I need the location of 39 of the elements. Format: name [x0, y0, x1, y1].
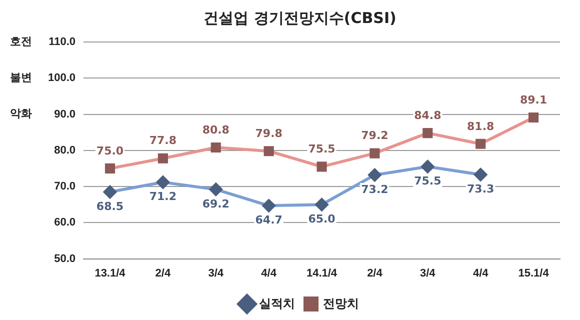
- legend-label: 전망치: [323, 296, 359, 310]
- data-label: 79.2: [361, 129, 388, 142]
- chart-title: 건설업 경기전망지수(CBSI): [204, 8, 396, 27]
- legend-label: 실적치: [259, 296, 295, 310]
- data-label: 80.8: [202, 123, 230, 136]
- y-tick-label: 70.0: [54, 180, 76, 193]
- x-tick-label: 4/4: [261, 267, 278, 280]
- data-label: 89.1: [520, 93, 548, 106]
- data-label: 69.2: [202, 197, 230, 210]
- data-label: 77.8: [149, 134, 177, 148]
- data-label: 64.7: [255, 214, 282, 227]
- y-tick-label: 80.0: [54, 144, 76, 156]
- x-tick-label: 2/4: [367, 267, 384, 280]
- data-label: 81.8: [467, 120, 494, 133]
- data-label: 73.2: [361, 182, 388, 196]
- data-label: 75.0: [96, 144, 124, 158]
- x-tick-label: 15.1/4: [518, 267, 550, 280]
- text: 불변: [10, 70, 32, 84]
- x-tick-label: 4/4: [472, 267, 490, 280]
- y-tick-label: 90.0: [54, 108, 76, 120]
- data-label: 65.0: [308, 212, 336, 226]
- y-tick-label: 100.0: [48, 72, 76, 84]
- text: 악화: [10, 107, 32, 120]
- y-tick-label: 60.0: [54, 216, 76, 229]
- y-tick-label: 50.0: [54, 252, 76, 265]
- x-tick-label: 2/4: [155, 267, 172, 280]
- data-label: 84.8: [414, 108, 442, 122]
- x-tick-label: 3/4: [208, 267, 224, 280]
- data-label: 71.2: [149, 190, 177, 204]
- data-label: 79.8: [255, 126, 282, 140]
- x-tick-label: 13.1/4: [94, 267, 126, 280]
- x-tick-label: 14.1/4: [306, 267, 338, 280]
- data-label: 73.3: [467, 182, 494, 196]
- text: 호전: [10, 34, 32, 48]
- y-tick-label: 110.0: [48, 36, 76, 48]
- x-tick-label: 3/4: [420, 267, 436, 280]
- data-label: 68.5: [96, 200, 124, 213]
- data-label: 75.5: [414, 174, 442, 188]
- data-label: 75.5: [308, 142, 336, 156]
